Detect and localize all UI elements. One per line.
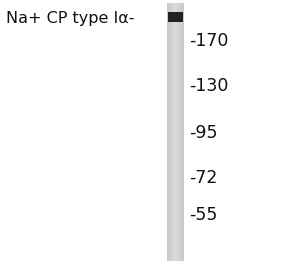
Bar: [180, 3, 181, 261]
Bar: [170, 3, 171, 261]
Bar: [173, 3, 174, 261]
Bar: [167, 3, 168, 261]
Bar: [168, 12, 183, 22]
Bar: [169, 3, 170, 261]
Bar: [178, 3, 179, 261]
Text: -170: -170: [190, 32, 229, 50]
Bar: [172, 3, 173, 261]
Text: -55: -55: [190, 206, 218, 224]
Bar: [176, 3, 177, 261]
Bar: [171, 3, 172, 261]
Bar: [183, 3, 184, 261]
Text: -95: -95: [190, 124, 218, 142]
Bar: [181, 3, 182, 261]
Text: -130: -130: [190, 77, 229, 95]
Bar: [175, 3, 176, 261]
Text: -72: -72: [190, 169, 218, 187]
Bar: [168, 3, 169, 261]
Bar: [177, 3, 178, 261]
Bar: [174, 3, 175, 261]
Bar: [179, 3, 180, 261]
Text: Na+ CP type Iα-: Na+ CP type Iα-: [6, 11, 134, 26]
Bar: [182, 3, 183, 261]
